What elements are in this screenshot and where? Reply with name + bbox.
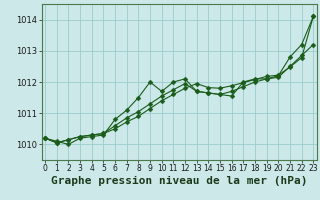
X-axis label: Graphe pression niveau de la mer (hPa): Graphe pression niveau de la mer (hPa) [51, 176, 308, 186]
